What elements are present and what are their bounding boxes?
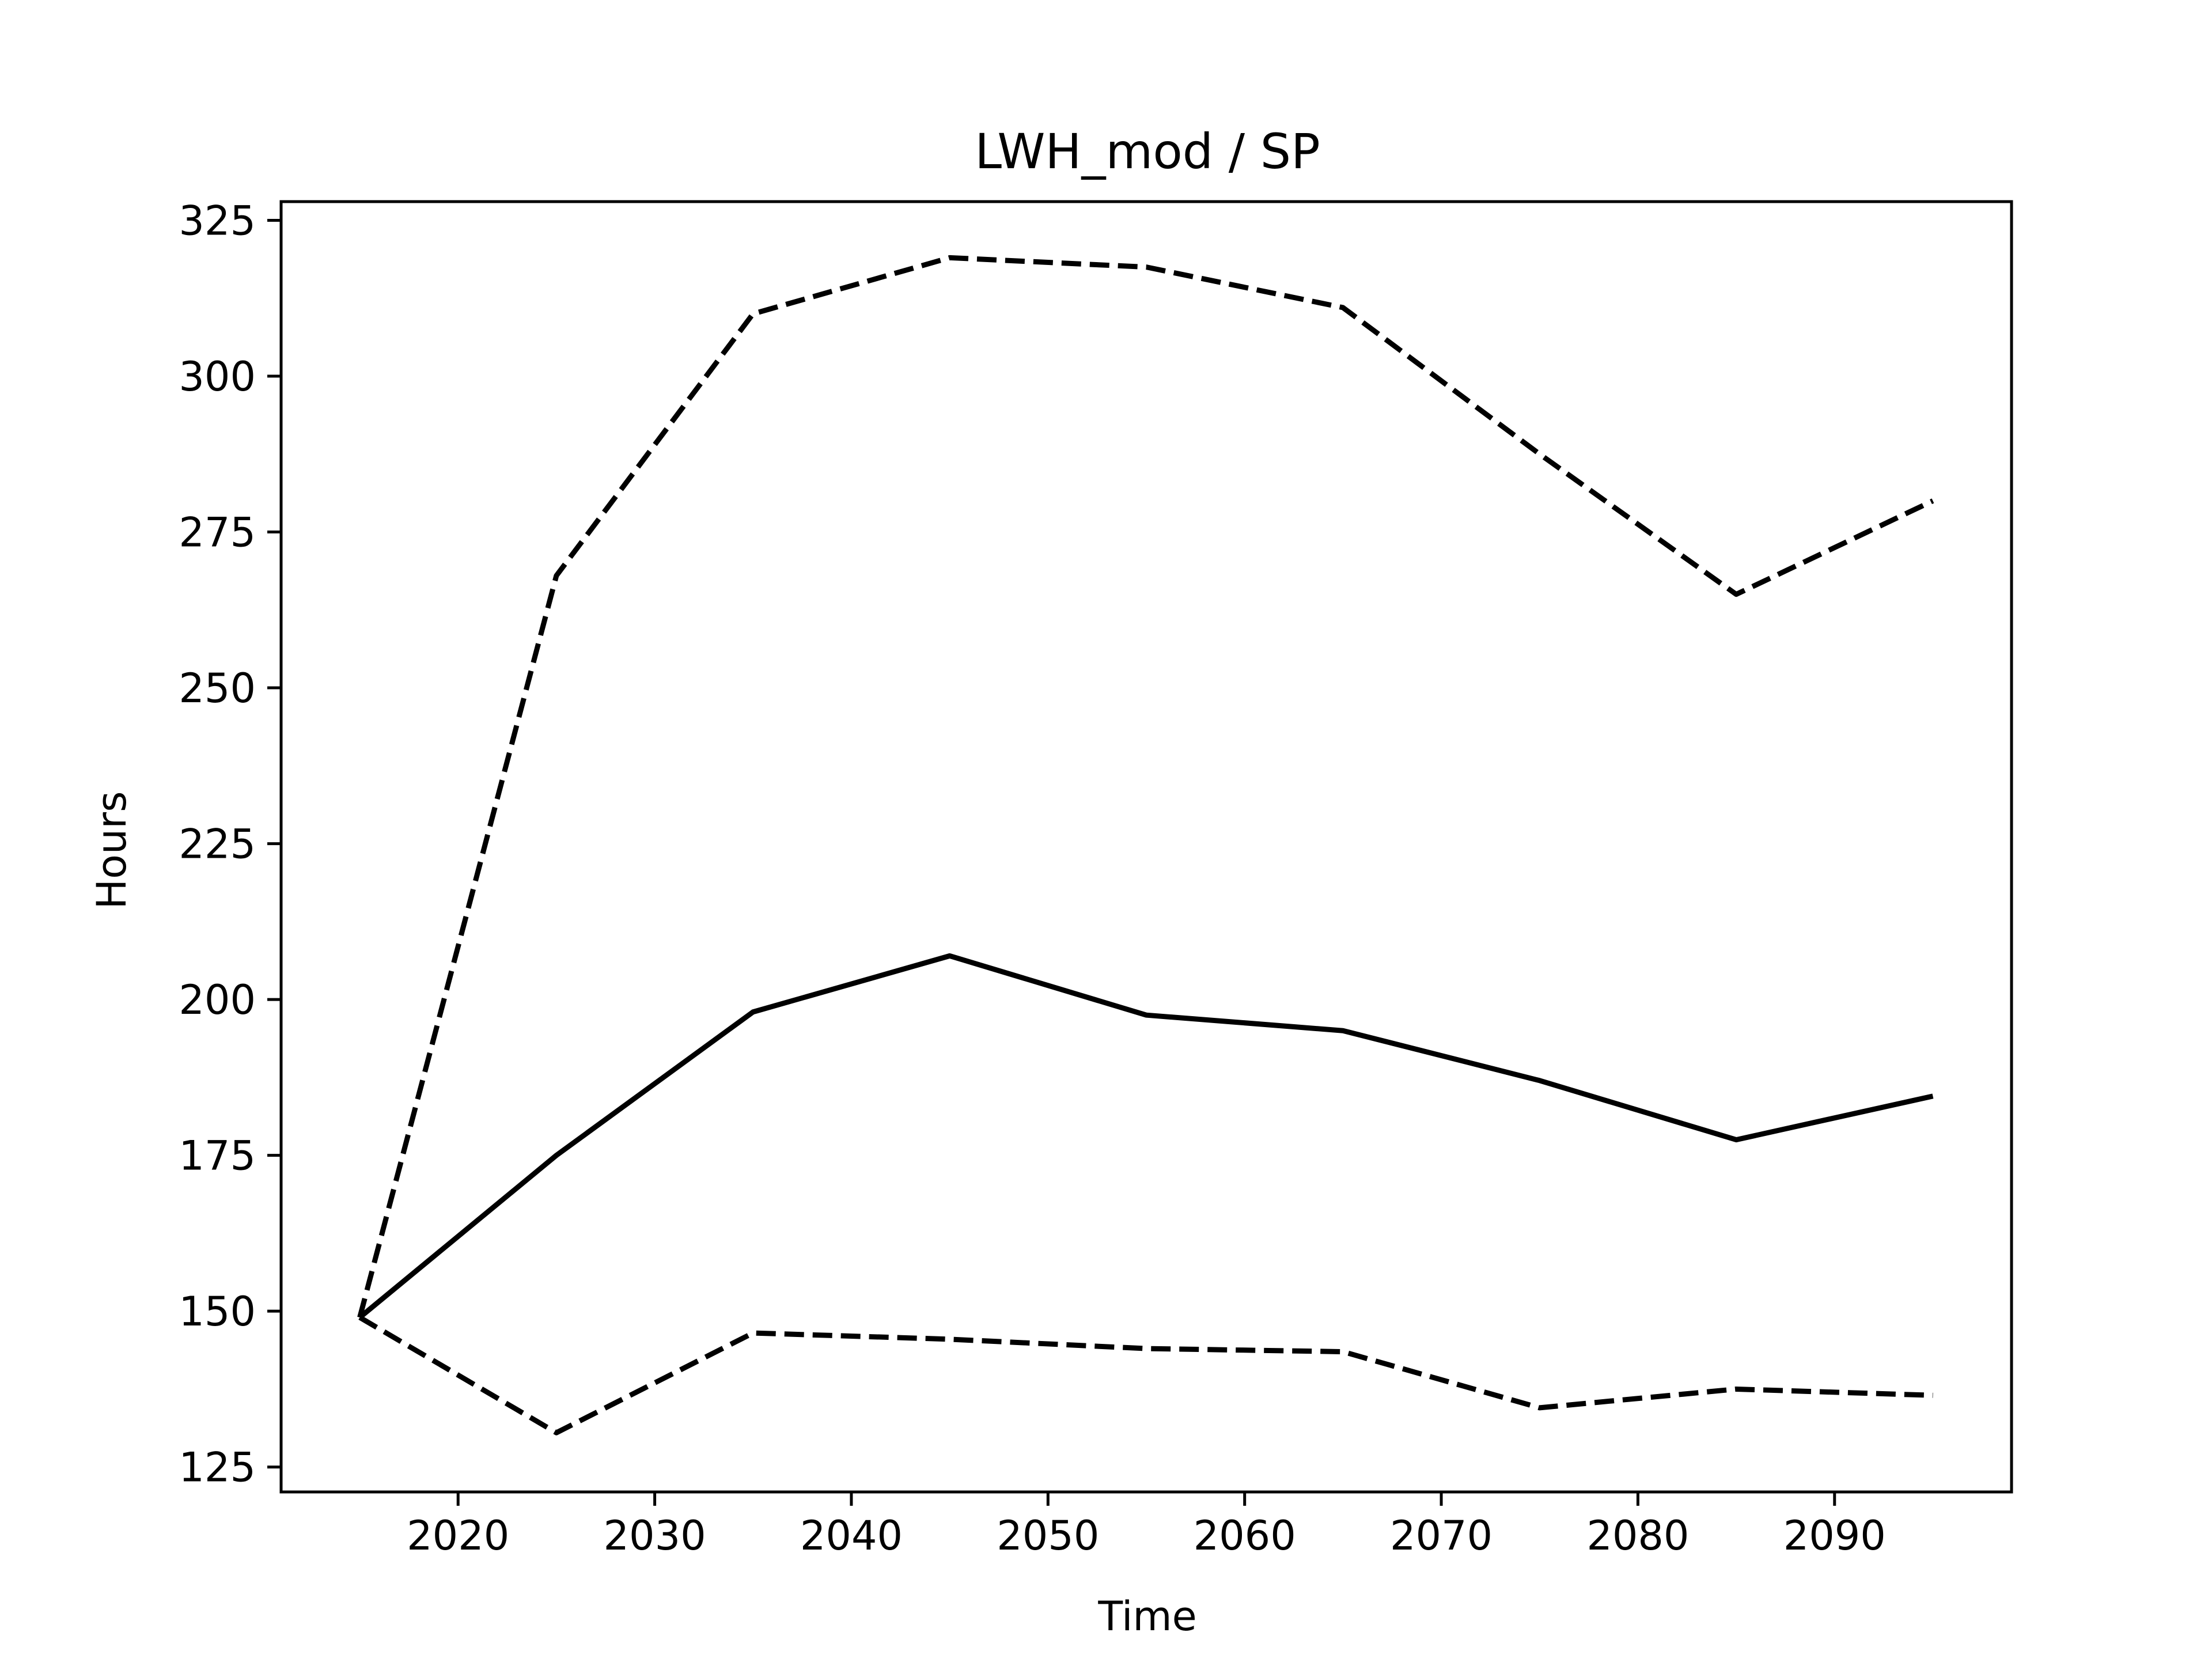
x-tick-label: 2050 [997, 1512, 1099, 1559]
y-tick-label: 300 [179, 353, 256, 400]
x-axis: 2020 2030 2040 2050 2060 2070 2080 2090 [407, 1492, 1886, 1559]
y-tick-label: 275 [179, 509, 256, 556]
y-tick-label: 325 [179, 197, 256, 244]
y-tick-label: 125 [179, 1444, 256, 1491]
x-tick-label: 2020 [407, 1512, 509, 1559]
x-tick-label: 2030 [604, 1512, 706, 1559]
chart-title: LWH_mod / SP [975, 123, 1320, 180]
x-tick-label: 2090 [1783, 1512, 1886, 1559]
x-tick-label: 2060 [1194, 1512, 1296, 1559]
x-tick-label: 2080 [1586, 1512, 1689, 1559]
axes-frame [279, 200, 2013, 1494]
y-tick-label: 225 [179, 821, 256, 868]
plot-area [357, 255, 1934, 1435]
series-line-dashed-2 [358, 1315, 1933, 1435]
y-tick-label: 250 [179, 665, 256, 712]
x-tick-label: 2070 [1390, 1512, 1493, 1559]
y-axis-label: Hours [88, 791, 135, 909]
series-line-dashed-1 [357, 255, 1934, 1319]
y-tick-label: 200 [179, 976, 256, 1024]
y-tick-label: 150 [179, 1288, 256, 1335]
x-tick-label: 2040 [800, 1512, 903, 1559]
x-axis-label: Time [1097, 1593, 1196, 1640]
y-tick-label: 175 [179, 1132, 256, 1180]
y-axis: 125 150 175 200 225 250 275 300 325 [179, 197, 281, 1491]
series-line-solid-0 [358, 953, 1934, 1320]
